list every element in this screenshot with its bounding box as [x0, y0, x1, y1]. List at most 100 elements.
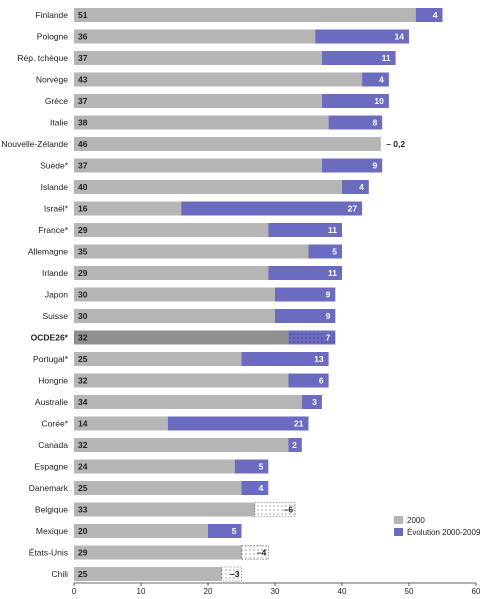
bar-change-2000-2009: [288, 373, 329, 388]
category-label: Rép. tchèque: [17, 53, 68, 63]
bar-change-2000-2009: [234, 459, 269, 474]
category-label: Australie: [35, 397, 68, 407]
bar-change-2000-2009: [328, 115, 383, 130]
category-label: Italie: [50, 118, 68, 128]
bar-row-hongrie: Hongrie 32 6: [38, 373, 329, 388]
x-tick-label: 50: [405, 587, 414, 594]
bar-base-2000: [74, 309, 275, 323]
category-label: Hongrie: [38, 376, 68, 386]
bar-row-suisse: Suisse 30 9: [42, 309, 336, 323]
base-value-label: 40: [78, 182, 88, 192]
bar-row-italie: Italie 38 8: [50, 115, 383, 130]
change-value-label: 4: [379, 75, 384, 85]
base-value-label: 24: [78, 462, 88, 472]
base-value-label: 34: [78, 397, 88, 407]
bar-change-2000-2009: [288, 330, 336, 345]
bar-change-2000-2009: [268, 223, 342, 237]
category-label: Suède*: [40, 161, 69, 171]
bar-row-finlande: Finlande 51 4: [35, 8, 443, 22]
change-value-label: 9: [326, 311, 331, 321]
bar-row-danemark: Danemark 25 4: [29, 481, 269, 495]
bar-base-2000: [74, 223, 269, 237]
bar-change-2000-2009: [321, 94, 389, 108]
category-label: Irlande: [42, 268, 68, 278]
legend-label: 2000: [407, 516, 425, 525]
bar-row-allemagne: Allemagne 35 5: [28, 244, 342, 259]
base-value-label: 29: [78, 225, 88, 235]
category-label: Pologne: [37, 32, 68, 42]
base-value-label: 37: [78, 53, 88, 63]
bar-change-2000-2009: [315, 29, 409, 44]
bar-change-2000-2009: [415, 8, 443, 22]
change-value-label: 4: [359, 182, 364, 192]
bar-base-2000: [74, 137, 381, 151]
category-label: Danemark: [29, 483, 69, 493]
x-tick-label: 60: [472, 587, 480, 594]
x-tick-label: 30: [271, 587, 280, 594]
change-value-label: 5: [332, 247, 337, 257]
category-label: Chili: [51, 569, 68, 579]
bar-change-2000-2009: [288, 438, 302, 452]
legend-swatch-2000: [394, 516, 403, 524]
bar-row-chili: Chili 25 –3: [51, 566, 242, 582]
base-value-label: 14: [78, 419, 88, 429]
bar-row-belgique: Belgique 33 –6: [35, 502, 296, 517]
base-value-label: 38: [78, 118, 88, 128]
bar-row-australie: Australie 34 3: [35, 395, 322, 409]
bar-change-2000-2009: [275, 309, 336, 323]
bar-base-2000: [74, 115, 329, 130]
category-label: Grèce: [45, 96, 68, 106]
x-tick-label: 10: [137, 587, 146, 594]
bar-base-2000: [74, 352, 242, 366]
bar-base-2000: [74, 266, 269, 280]
change-value-label: 5: [259, 462, 264, 472]
bar-row-suede: Suède* 37 9: [40, 158, 383, 173]
bar-change-2000-2009: [241, 352, 329, 366]
bar-change-2000-2009: [181, 201, 363, 216]
bar-row-japon: Japon 30 9: [45, 287, 336, 302]
base-value-label: 16: [78, 204, 88, 214]
bar-base-2000: [74, 481, 242, 495]
category-label: Mexique: [36, 526, 68, 536]
bar-row-france: France* 29 11: [38, 223, 342, 237]
base-value-label: 29: [78, 268, 88, 278]
change-value-label: 27: [348, 204, 358, 214]
x-axis: 0 10 20 30 40 50 60: [72, 582, 480, 596]
bar-base-2000: [74, 180, 342, 194]
bar-change-2000-2009: [362, 72, 389, 87]
bar-row-mexique: Mexique 20 5: [36, 524, 242, 538]
base-value-label: 46: [78, 139, 88, 149]
base-value-label: 32: [78, 333, 88, 343]
category-label: Allemagne: [28, 247, 68, 257]
x-tick-label: 20: [204, 587, 213, 594]
category-label: Nouvelle-Zélande: [1, 139, 68, 149]
base-value-label: 25: [78, 569, 88, 579]
category-label: Corée*: [42, 419, 69, 429]
bar-change-2000-2009: [167, 416, 309, 431]
bar-base-2000: [74, 438, 289, 452]
bar-change-2000-2009: [268, 266, 342, 280]
legend-swatch-evolution-2000-2009: [394, 528, 403, 536]
change-value-label: –4: [257, 548, 267, 558]
category-label: Israël*: [44, 204, 69, 214]
bar-row-grece: Grèce 37 10: [45, 94, 389, 108]
change-value-label: –6: [284, 505, 294, 515]
base-value-label: 32: [78, 440, 88, 450]
bar-base-2000: [74, 459, 235, 474]
change-value-label: 3: [312, 397, 317, 407]
bar-row-norvege: Norvège 43 4: [36, 72, 389, 87]
bar-change-2000-2009: [321, 158, 383, 173]
change-value-label: –3: [230, 569, 240, 579]
base-value-label: 32: [78, 376, 88, 386]
base-value-label: 35: [78, 247, 88, 257]
bar-base-2000: [74, 373, 289, 388]
change-value-label: 9: [326, 290, 331, 300]
category-label: Islande: [41, 182, 69, 192]
bar-base-2000: [74, 51, 322, 65]
bar-base-2000: [74, 395, 302, 409]
bar-base-2000: [74, 545, 242, 560]
change-value-label: 4: [259, 483, 264, 493]
base-value-label: 37: [78, 96, 88, 106]
